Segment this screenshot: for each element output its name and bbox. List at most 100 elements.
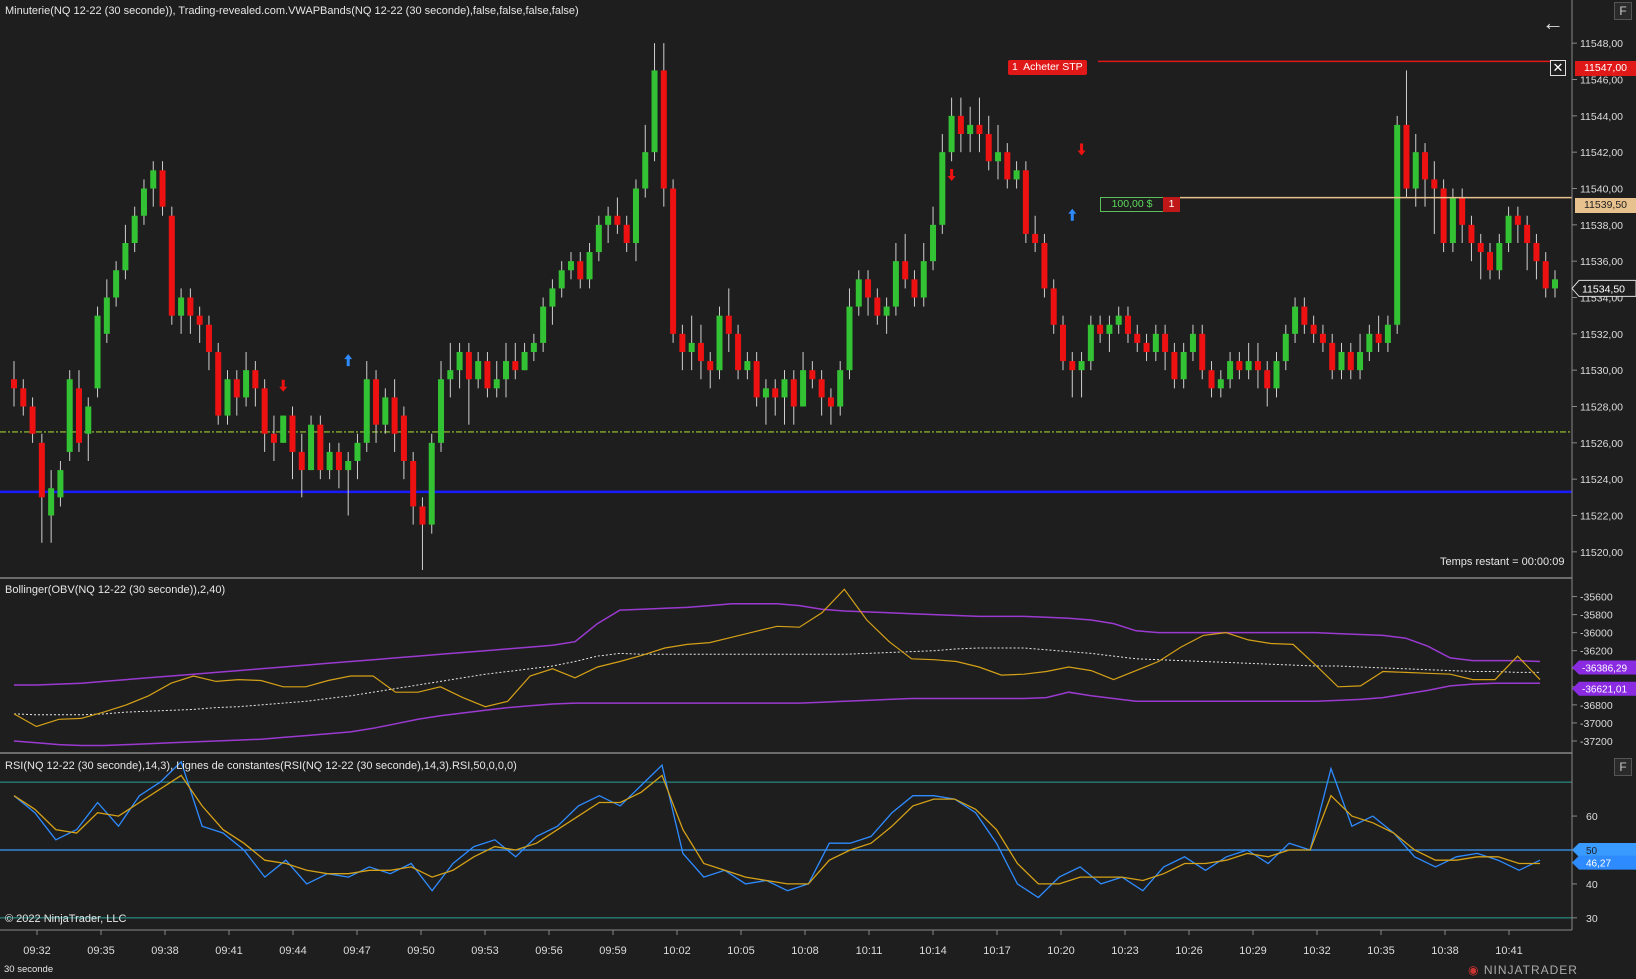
- candle-body: [1059, 324, 1066, 362]
- candle-body: [103, 297, 110, 334]
- boll-value-marker: -36386,29: [1572, 660, 1636, 675]
- candle-body: [475, 361, 482, 380]
- candle-body: [1431, 179, 1438, 189]
- time-tick-label: 10:35: [1367, 945, 1395, 957]
- candle-body: [57, 470, 64, 498]
- close-x-icon[interactable]: ✕: [1550, 60, 1566, 76]
- candle-body: [1041, 243, 1048, 289]
- candle-body: [419, 506, 426, 525]
- rsi-panel-title: RSI(NQ 12-22 (30 seconde),14,3), Lignes …: [5, 760, 517, 772]
- candle-body: [855, 279, 862, 307]
- boll-value-box: [1572, 681, 1636, 696]
- candle-body: [131, 215, 138, 243]
- bollinger-panel[interactable]: [13, 588, 1541, 747]
- candle-body: [1199, 333, 1206, 371]
- boll-value-label: -36621,01: [1582, 685, 1627, 696]
- candle-body: [595, 224, 602, 253]
- candle-body: [1338, 352, 1345, 371]
- candle-body: [846, 306, 853, 371]
- candle-body: [465, 352, 472, 380]
- candle-body: [1329, 342, 1336, 371]
- candle-body: [1236, 361, 1243, 371]
- time-tick-label: 10:23: [1111, 945, 1139, 957]
- order-label[interactable]: 1 Acheter STP: [1008, 60, 1087, 75]
- candle-body: [1384, 324, 1391, 343]
- candle-body: [577, 261, 584, 280]
- candle-body: [345, 461, 352, 471]
- candle-body: [679, 333, 686, 352]
- position-qty: 1: [1163, 197, 1180, 212]
- candle-body: [707, 361, 714, 371]
- candle-body: [818, 379, 825, 398]
- price-tick-label: 11540,00: [1580, 184, 1623, 196]
- rsi-panel[interactable]: [0, 760, 1572, 919]
- f-button-top[interactable]: F: [1614, 2, 1632, 20]
- candle-body: [586, 252, 593, 280]
- time-tick-label: 10:26: [1175, 945, 1203, 957]
- boll-tick-label: -36200: [1580, 646, 1613, 658]
- candle-body: [289, 415, 296, 452]
- candle-body: [1273, 361, 1280, 389]
- candle-body: [521, 352, 528, 371]
- candle-body: [224, 379, 231, 416]
- rsi-value-marker: 50: [1572, 842, 1636, 857]
- order-type: Acheter STP: [1023, 61, 1083, 73]
- boll-tick-label: -37000: [1580, 718, 1613, 730]
- candle-body: [1366, 333, 1373, 352]
- left-arrow-icon[interactable]: ←: [1542, 10, 1564, 35]
- candle-body: [1208, 370, 1215, 389]
- candle-body: [623, 224, 630, 243]
- candle-body: [985, 134, 992, 162]
- rsi-value-label: 50: [1586, 846, 1598, 857]
- candle-body: [1087, 324, 1094, 362]
- sell-signal-arrow-icon: [279, 379, 288, 392]
- candle-body: [827, 397, 834, 407]
- candle-body: [939, 152, 946, 225]
- buy-signal-arrow-icon: [1068, 208, 1077, 221]
- candle-body: [456, 352, 463, 371]
- candle-body: [874, 297, 881, 316]
- candle-body: [233, 379, 240, 398]
- candle-body: [1357, 352, 1364, 371]
- bollinger-upper-line: [14, 603, 1541, 686]
- candle-body: [558, 270, 565, 289]
- candle-body: [1412, 152, 1419, 189]
- candle-body: [85, 406, 92, 434]
- candle-body: [837, 370, 844, 407]
- last-price-marker: 11534,50: [1571, 279, 1636, 297]
- buy-signal-arrow-icon: [344, 354, 353, 367]
- candle-body: [280, 415, 287, 443]
- boll-value-box: [1572, 660, 1636, 675]
- candle-body: [382, 397, 389, 425]
- f-button-rsi[interactable]: F: [1614, 758, 1632, 776]
- candle-body: [178, 297, 185, 316]
- price-tick-label: 11544,00: [1580, 111, 1623, 123]
- candle-body: [196, 315, 203, 325]
- time-tick-label: 09:53: [471, 945, 499, 957]
- candle-body: [205, 324, 212, 352]
- price-tick-label: 11522,00: [1580, 511, 1623, 523]
- candle-body: [744, 361, 751, 371]
- price-panel[interactable]: [0, 43, 1572, 570]
- price-tick-label: 11538,00: [1580, 220, 1623, 232]
- candle-body: [1459, 197, 1466, 225]
- time-tick-label: 10:32: [1303, 945, 1331, 957]
- candle-body: [1505, 215, 1512, 243]
- candle-body: [1282, 333, 1289, 362]
- candle-body: [1078, 361, 1085, 371]
- candle-body: [335, 451, 342, 471]
- candle-body: [447, 370, 454, 380]
- remaining-time: Temps restant = 00:00:09: [1440, 556, 1565, 568]
- candle-body: [1533, 243, 1540, 262]
- position-pnl[interactable]: 100,00 $: [1100, 197, 1164, 212]
- time-tick-label: 10:29: [1239, 945, 1267, 957]
- sell-signal-arrow-icon: [947, 168, 956, 181]
- time-tick-label: 09:41: [215, 945, 243, 957]
- obv-line: [13, 588, 1541, 728]
- candle-body: [1152, 333, 1159, 352]
- time-tick-label: 10:38: [1431, 945, 1459, 957]
- candle-body: [1189, 333, 1196, 352]
- boll-value-label: -36386,29: [1582, 664, 1627, 675]
- candle-body: [66, 379, 73, 452]
